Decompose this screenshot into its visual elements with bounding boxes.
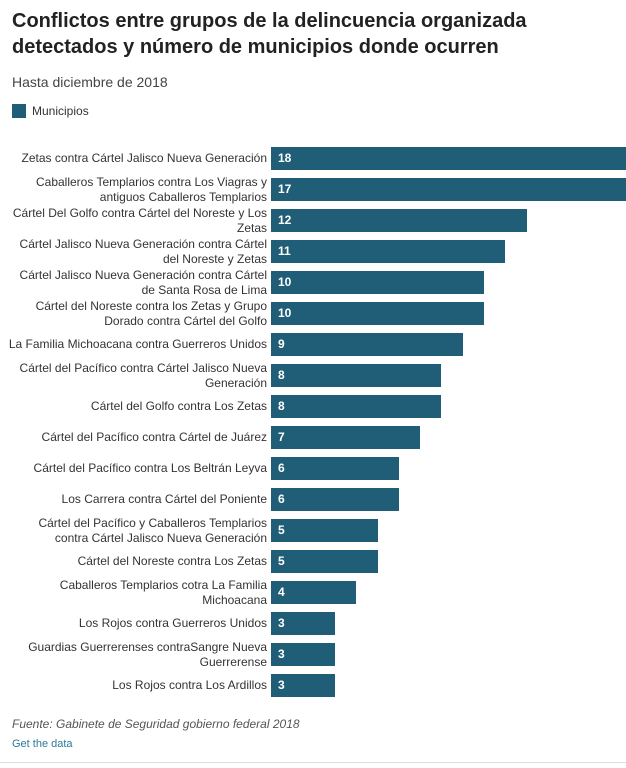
bar <box>271 240 506 263</box>
value-label: 18 <box>278 151 292 165</box>
value-label: 3 <box>278 678 285 692</box>
category-label: Cártel del Pacífico contra Los Beltrán L… <box>33 461 267 475</box>
bar <box>271 674 335 697</box>
bar <box>271 488 399 511</box>
category-label: Los Rojos contra Los Ardillos <box>112 678 267 692</box>
legend-label: Municipios <box>32 104 89 118</box>
bar <box>271 364 442 387</box>
value-label: 10 <box>278 275 292 289</box>
bar <box>271 519 378 542</box>
category-label: La Familia Michoacana contra Guerreros U… <box>8 337 267 351</box>
divider <box>0 762 626 763</box>
value-label: 5 <box>278 523 285 537</box>
value-label: 7 <box>278 430 285 444</box>
bar <box>271 271 484 294</box>
value-label: 17 <box>278 182 292 196</box>
bar <box>271 395 442 418</box>
bar <box>271 426 421 449</box>
bar <box>271 581 357 604</box>
value-label: 4 <box>278 585 285 599</box>
category-label: Cártel del Golfo contra Los Zetas <box>90 399 267 413</box>
bar <box>271 457 399 480</box>
get-data-link[interactable]: Get the data <box>12 738 73 750</box>
value-label: 11 <box>278 244 291 258</box>
category-label: Los Carrera contra Cártel del Poniente <box>61 492 267 506</box>
legend: Municipios <box>12 104 89 118</box>
category-label: Cártel Del Golfo contra Cártel del Nores… <box>12 205 267 235</box>
value-label: 8 <box>278 368 285 382</box>
bar <box>271 302 484 325</box>
bar <box>271 612 335 635</box>
bar <box>271 550 378 573</box>
category-label: Guardias Guerrerenses contraSangre Nueva… <box>28 639 267 669</box>
bar <box>271 147 626 170</box>
category-label: Cártel del Noreste contra los Zetas y Gr… <box>35 298 267 328</box>
category-label: Cártel del Pacífico contra Cártel Jalisc… <box>19 360 267 390</box>
bar <box>271 643 335 666</box>
category-label: Cártel Jalisco Nueva Generación contra C… <box>19 267 267 297</box>
category-label: Cártel del Pacífico contra Cártel de Juá… <box>41 430 267 444</box>
source: Fuente: Gabinete de Seguridad gobierno f… <box>12 717 300 731</box>
category-label: Caballeros Templarios contra Los Viagras… <box>35 174 267 204</box>
legend-swatch <box>12 104 26 118</box>
category-label: Caballeros Templarios cotra La Familia M… <box>59 577 267 607</box>
category-label: Cártel Jalisco Nueva Generación contra C… <box>19 236 267 266</box>
category-label: Cártel del Pacífico y Caballeros Templar… <box>38 515 267 545</box>
chart-title: Conflictos entre grupos de la delincuenc… <box>12 10 527 58</box>
value-label: 8 <box>278 399 285 413</box>
bar <box>271 333 463 356</box>
value-label: 6 <box>278 461 285 475</box>
value-label: 9 <box>278 337 285 351</box>
category-label: Los Rojos contra Guerreros Unidos <box>78 616 267 630</box>
bar <box>271 209 527 232</box>
bar <box>271 178 626 201</box>
value-label: 6 <box>278 492 285 506</box>
category-label: Zetas contra Cártel Jalisco Nueva Genera… <box>21 151 267 165</box>
category-label: Cártel del Noreste contra Los Zetas <box>77 554 267 568</box>
value-label: 10 <box>278 306 292 320</box>
value-label: 3 <box>278 647 285 661</box>
value-label: 12 <box>278 213 292 227</box>
value-label: 3 <box>278 616 285 630</box>
chart-subtitle: Hasta diciembre de 2018 <box>12 74 168 90</box>
value-label: 5 <box>278 554 285 568</box>
